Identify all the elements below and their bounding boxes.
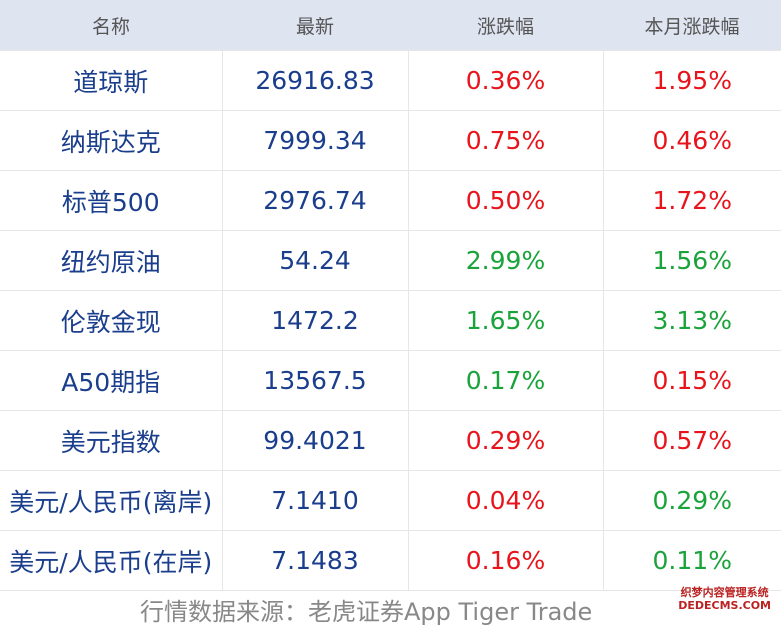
table-cell: 道琼斯 <box>0 50 223 111</box>
source-note: 行情数据来源：老虎证券App Tiger Trade <box>140 598 593 626</box>
header-row: 名称 最新 涨跌幅 本月涨跌幅 <box>0 0 781 51</box>
table-row: 美元/人民币(在岸) 7.1483 0.16% 0.11% <box>0 530 781 591</box>
table-row: 美元/人民币(离岸) 7.1410 0.04% 0.29% <box>0 470 781 531</box>
table-cell: 54.24 <box>222 230 409 291</box>
table-cell: 伦敦金现 <box>0 290 223 351</box>
table-cell: 纽约原油 <box>0 230 223 291</box>
watermark-line: DEDECMS.COM <box>678 599 771 612</box>
table-row: 纽约原油 54.24 2.99% 1.56% <box>0 230 781 291</box>
table-row: 伦敦金现 1472.2 1.65% 3.13% <box>0 290 781 351</box>
table-cell: 0.57% <box>603 410 781 471</box>
table-cell: 13567.5 <box>222 350 409 411</box>
table-row: 标普500 2976.74 0.50% 1.72% <box>0 170 781 231</box>
table-cell: 0.36% <box>408 50 604 111</box>
table-cell: 0.75% <box>408 110 604 171</box>
header-cell: 涨跌幅 <box>408 0 603 51</box>
table-cell: 99.4021 <box>222 410 409 471</box>
watermark: 织梦内容管理系统 DEDECMS.COM <box>678 586 771 612</box>
table-cell: 0.17% <box>408 350 604 411</box>
table-cell: 0.11% <box>603 530 781 591</box>
table-cell: 2.99% <box>408 230 604 291</box>
table-cell: 0.46% <box>603 110 781 171</box>
table-cell: 1.65% <box>408 290 604 351</box>
table-cell: 0.29% <box>603 470 781 531</box>
table-row: 纳斯达克 7999.34 0.75% 0.46% <box>0 110 781 171</box>
table-cell: 1.56% <box>603 230 781 291</box>
table-cell: 26916.83 <box>222 50 409 111</box>
table-cell: 0.50% <box>408 170 604 231</box>
table-cell: 0.15% <box>603 350 781 411</box>
table-cell: 美元/人民币(在岸) <box>0 530 223 591</box>
quote-table: 名称 最新 涨跌幅 本月涨跌幅 道琼斯 26916.83 0.36% 1.95% 纳斯达克 79… <box>0 0 781 591</box>
table-cell: 0.29% <box>408 410 604 471</box>
table-body: 道琼斯 26916.83 0.36% 1.95% 纳斯达克 7999.34 0.75% 0.4… <box>0 50 781 591</box>
table-row: A50期指 13567.5 0.17% 0.15% <box>0 350 781 411</box>
table-cell: 7.1410 <box>222 470 409 531</box>
table-cell: 7999.34 <box>222 110 409 171</box>
table-cell: 2976.74 <box>222 170 409 231</box>
table-cell: 美元/人民币(离岸) <box>0 470 223 531</box>
table-cell: 0.16% <box>408 530 604 591</box>
table-cell: 1.72% <box>603 170 781 231</box>
header-cell: 名称 <box>0 0 222 51</box>
table-cell: 3.13% <box>603 290 781 351</box>
table-cell: 0.04% <box>408 470 604 531</box>
table-row: 美元指数 99.4021 0.29% 0.57% <box>0 410 781 471</box>
table-cell: A50期指 <box>0 350 223 411</box>
watermark-line: 织梦内容管理系统 <box>680 586 769 599</box>
header-cell: 最新 <box>222 0 408 51</box>
table-cell: 1472.2 <box>222 290 409 351</box>
table-cell: 纳斯达克 <box>0 110 223 171</box>
table-cell: 7.1483 <box>222 530 409 591</box>
table-cell: 标普500 <box>0 170 223 231</box>
table-cell: 美元指数 <box>0 410 223 471</box>
table-cell: 1.95% <box>603 50 781 111</box>
header-cell: 本月涨跌幅 <box>603 0 781 51</box>
table-row: 道琼斯 26916.83 0.36% 1.95% <box>0 50 781 111</box>
